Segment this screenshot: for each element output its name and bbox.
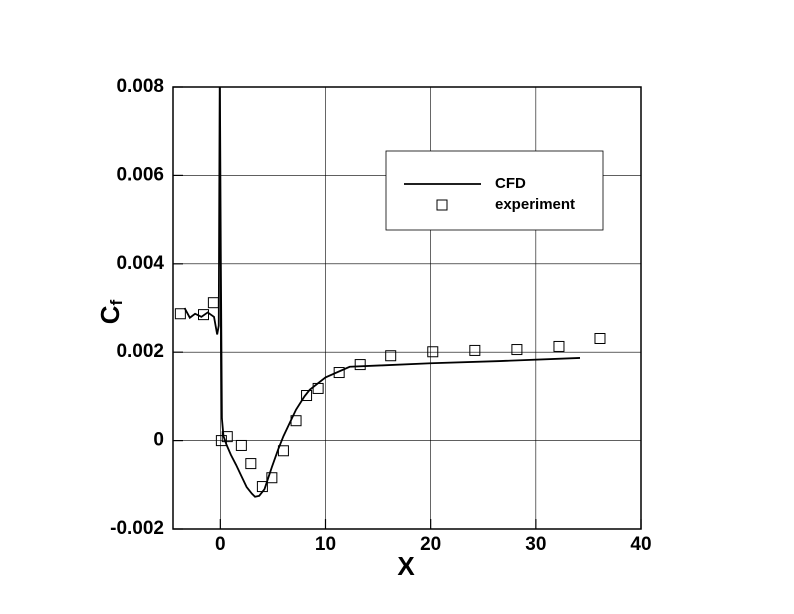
legend-marker — [436, 199, 448, 211]
legend: CFD experiment — [385, 150, 604, 231]
experiment-marker — [277, 445, 289, 457]
plot-area — [174, 87, 606, 498]
y-tick-label: 0.008 — [116, 76, 164, 97]
x-axis-label: X — [397, 551, 415, 581]
experiment-marker — [245, 458, 257, 470]
x-tick-label: 40 — [630, 534, 651, 555]
y-tick-label: 0.004 — [116, 253, 164, 274]
experiment-marker — [594, 332, 606, 344]
experiment-marker — [312, 382, 324, 394]
cfd-line — [183, 87, 581, 498]
experiment-marker — [290, 415, 302, 427]
experiment-marker — [266, 472, 278, 484]
experiment-marker — [215, 435, 227, 447]
experiment-marker — [333, 367, 345, 379]
legend-label: experiment — [495, 196, 575, 213]
axes: 0 10 20 30 40 -0.002 0 0.002 0.004 0.006 0.008 — [110, 76, 651, 555]
x-tick-label: 10 — [315, 534, 336, 555]
y-tick-label: 0 — [153, 430, 164, 451]
plot-frame — [172, 86, 642, 530]
y-tick-label: -0.002 — [110, 518, 164, 539]
experiment-marker — [221, 431, 233, 443]
x-tick-label: 0 — [215, 534, 226, 555]
experiment-marker — [469, 344, 481, 356]
legend-label: CFD — [495, 175, 526, 192]
experiment-marker — [427, 346, 439, 358]
y-label-main: C — [95, 305, 125, 324]
experiment-marker — [256, 481, 268, 493]
y-tick-label: 0.006 — [116, 164, 164, 185]
experiment-marker — [174, 308, 186, 320]
y-label-subscript: f — [107, 299, 126, 305]
experiment-marker — [511, 344, 523, 356]
experiment-marker — [354, 359, 366, 371]
y-tick-label: 0.002 — [116, 341, 164, 362]
y-axis-label: Cf — [95, 299, 127, 324]
experiment-marker — [197, 309, 209, 321]
experiment-marker — [207, 297, 219, 309]
x-tick-label: 30 — [525, 534, 546, 555]
experiment-marker — [301, 390, 313, 402]
legend-box — [385, 150, 604, 231]
experiment-marker — [553, 340, 565, 352]
experiment-marker — [385, 350, 397, 362]
x-tick-label: 20 — [420, 534, 441, 555]
experiment-marker — [235, 439, 247, 451]
